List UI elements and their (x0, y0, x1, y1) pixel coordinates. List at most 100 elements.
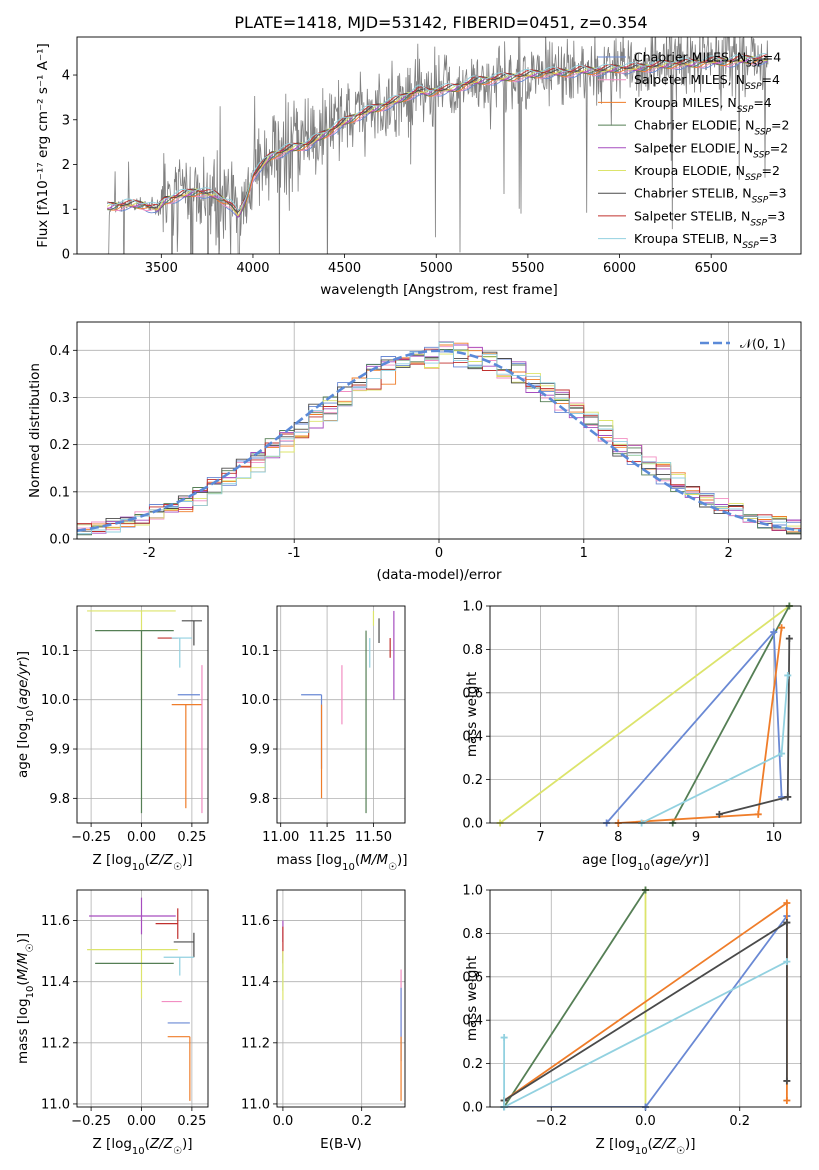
legend-label-subscript: SSP (754, 128, 771, 138)
legend-label-suffix: =4 (762, 72, 780, 87)
legend-label: Kroupa MILES, NSSP=4 (634, 95, 772, 115)
age-vs-mass-panel: 11.00 11.25 11.50 9.8 9.9 10.0 10.1 mass [log10… (241, 605, 408, 873)
legend-label-text: Chabrier STELIB, N (634, 186, 752, 201)
x-axis-label: (data-model)/error (376, 567, 502, 583)
mass-weight-line (605, 629, 783, 823)
y-tick-label: 11.2 (41, 1036, 70, 1051)
y-tick-label: 0 (62, 248, 70, 263)
x-tick-label: 0.00 (127, 1114, 156, 1129)
y-tick-label: 0.6 (462, 970, 483, 985)
y-tick-label: 4 (62, 69, 70, 84)
x-tick-label: 8 (614, 830, 622, 845)
x-tick-label: 5000 (420, 261, 453, 276)
y-tick-label: 0.8 (462, 643, 483, 658)
x-tick-label: 11.25 (308, 830, 345, 845)
legend-label: Chabrier ELODIE, NSSP=2 (634, 118, 789, 138)
mass-weight-line (671, 606, 791, 823)
x-tick-label: 9 (692, 830, 700, 845)
weight-vs-age-panel: 7 8 9 10 0.0 0.2 0.4 0.6 0.8 1.0 mass weight age [l… (462, 600, 802, 873)
mass-weight-marker (500, 1034, 508, 1042)
residual-histogram (77, 341, 801, 539)
model-fit-line (107, 54, 768, 211)
y-tick-label: 0.0 (49, 533, 70, 548)
mass-weight-marker (783, 919, 791, 927)
mass-weight-marker (715, 810, 723, 818)
x-axis-label: wavelength [Angstrom, rest frame] (320, 282, 558, 298)
x-tick-label: 10 (766, 830, 783, 845)
mass-weight-marker (754, 810, 762, 818)
x-tick-label: 7 (536, 830, 544, 845)
mass-weight-marker (778, 750, 786, 758)
legend-label-suffix: =4 (763, 50, 781, 65)
x-axis-label: Z [log10(Z/Z☉)] (93, 1136, 193, 1157)
axes-frame (489, 605, 802, 824)
spectrum-panel: 3500 4000 4500 5000 5500 6000 6500 0 1 2 3 4 Chabrie… (35, 13, 802, 298)
legend-label-suffix: =4 (753, 95, 771, 110)
axes-frame (489, 889, 802, 1108)
legend-label-subscript: SSP (750, 218, 767, 228)
y-tick-label: 0.6 (462, 686, 483, 701)
mass-vs-Z-panel: −0.25 0.00 0.25 11.0 11.2 11.4 11.6 Z [log10(Z/… (15, 889, 209, 1157)
legend-label: Salpeter MILES, NSSP=4 (634, 72, 780, 92)
mass-weight-marker (784, 793, 792, 801)
model-fit-line (107, 53, 768, 211)
x-tick-label: 6000 (603, 261, 636, 276)
legend-label: Salpeter ELODIE, NSSP=2 (634, 140, 788, 160)
legend-label-subscript: SSP (745, 173, 762, 183)
mass-weight-marker (783, 1096, 791, 1104)
x-tick-label: −0.25 (71, 1114, 111, 1129)
x-tick-label: 0.0 (273, 1114, 294, 1129)
x-tick-label: 0 (435, 546, 443, 561)
x-axis-label: Z [log10(Z/Z☉)] (596, 1136, 696, 1157)
x-tick-label: 0.25 (177, 1114, 206, 1129)
x-tick-label: 6500 (695, 261, 728, 276)
axes-frame (76, 321, 802, 540)
x-tick-label: 0.2 (351, 1114, 372, 1129)
x-tick-label: 0.25 (177, 830, 206, 845)
x-axis-label: E(B-V) (320, 1136, 362, 1152)
age-vs-Z-panel: −0.25 0.00 0.25 9.8 9.9 10.0 10.1 Z [log10(Z/Z☉… (15, 605, 209, 873)
y-tick-label: 9.9 (49, 743, 70, 758)
y-tick-label: 10.1 (241, 644, 270, 659)
mass-weight-marker (783, 1077, 791, 1085)
y-tick-label: 0.8 (462, 927, 483, 942)
y-tick-label: 10.0 (41, 693, 70, 708)
y-tick-label: 11.0 (241, 1097, 270, 1112)
legend-label-text: Salpeter STELIB, N (634, 208, 750, 223)
mass-weight-line (504, 915, 788, 1107)
x-tick-label: 0.0 (635, 1114, 656, 1129)
y-tick-label: 0.2 (49, 438, 70, 453)
legend-label-subscript: SSP (742, 241, 759, 251)
axes-frame (76, 36, 802, 255)
y-tick-label: 0.2 (462, 1057, 483, 1072)
y-tick-label: 9.8 (249, 792, 270, 807)
y-tick-label: 10.1 (41, 644, 70, 659)
legend-label-text: Chabrier ELODIE, N (634, 118, 754, 133)
y-tick-label: 11.6 (41, 914, 70, 929)
y-tick-label: 0.4 (49, 344, 70, 359)
mass-vs-ebv-panel: 0.0 0.2 11.0 11.2 11.4 11.6 E(B-V) (241, 889, 406, 1152)
legend-label-subscript: SSP (746, 60, 763, 70)
x-tick-label: 11.50 (355, 830, 392, 845)
y-tick-label: 0.4 (462, 1014, 483, 1029)
y-tick-label: 11.6 (241, 914, 270, 929)
legend-label-subscript: SSP (752, 196, 769, 206)
x-tick-label: 11.00 (262, 830, 299, 845)
y-tick-label: 1.0 (462, 600, 483, 615)
axes-frame (76, 889, 209, 1108)
y-tick-label: 9.9 (249, 743, 270, 758)
x-axis-label: Z [log10(Z/Z☉)] (93, 852, 193, 873)
y-axis-label: mass weight (464, 672, 480, 757)
x-tick-label: 4000 (236, 261, 269, 276)
legend-label-text: Salpeter ELODIE, N (634, 140, 753, 155)
legend-label-suffix: =3 (759, 231, 777, 246)
legend-label-text: Kroupa ELODIE, N (634, 163, 745, 178)
legend-label-suffix: =3 (768, 186, 786, 201)
x-tick-label: −0.2 (535, 1114, 567, 1129)
legend-label: Kroupa STELIB, NSSP=3 (634, 231, 777, 251)
x-tick-label: 0.2 (729, 1114, 750, 1129)
y-tick-label: 11.2 (241, 1036, 270, 1051)
y-tick-label: 3 (62, 113, 70, 128)
